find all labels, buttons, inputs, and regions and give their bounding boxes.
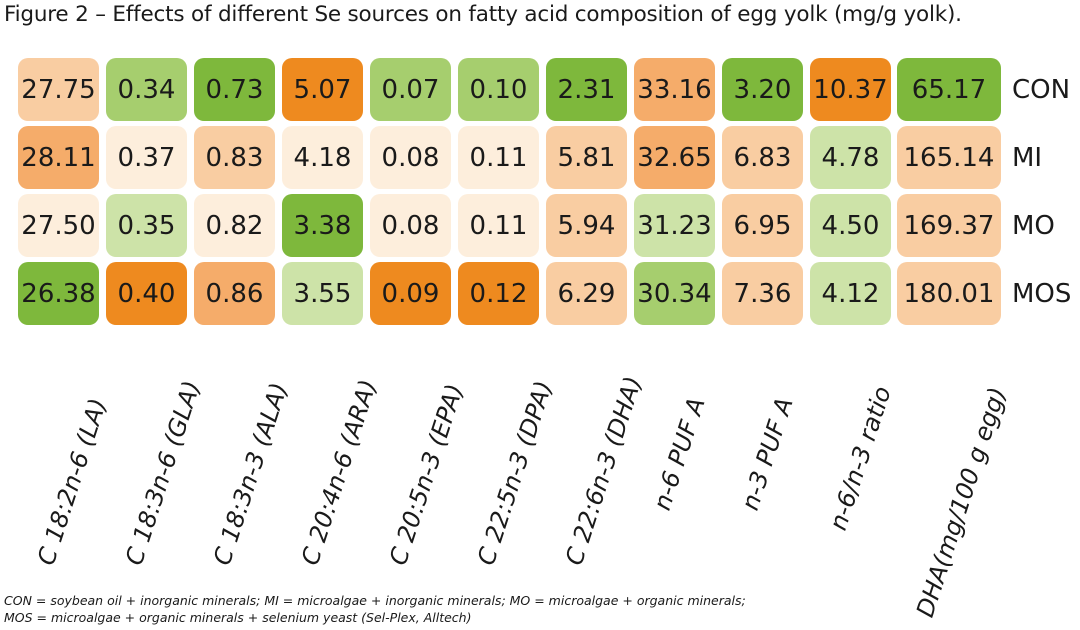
column-label: n-6 PUF A [648, 394, 711, 514]
heatmap-cell: 32.65 [634, 126, 715, 189]
heatmap-cell: 30.34 [634, 262, 715, 325]
row-label: MO [1012, 210, 1055, 241]
heatmap-cell: 6.95 [722, 194, 803, 257]
heatmap-cell: 0.11 [458, 194, 539, 257]
heatmap-cell: 5.81 [546, 126, 627, 189]
heatmap-cell: 26.38 [18, 262, 99, 325]
heatmap-cell: 0.10 [458, 58, 539, 121]
heatmap-cell: 31.23 [634, 194, 715, 257]
column-label: DHA(mg/100 g egg) [911, 383, 1012, 621]
heatmap-cell: 0.07 [370, 58, 451, 121]
column-label: C 22:5n-3 (DPA) [472, 377, 558, 569]
row-label: MOS [1012, 278, 1072, 309]
heatmap-cell: 10.37 [810, 58, 891, 121]
row-label: CON [1012, 74, 1071, 105]
heatmap-cell: 180.01 [897, 262, 1001, 325]
heatmap-cell: 0.73 [194, 58, 275, 121]
column-label: n-3 PUF A [736, 394, 799, 514]
heatmap-cell: 3.55 [282, 262, 363, 325]
heatmap-cell: 2.31 [546, 58, 627, 121]
heatmap-cell: 7.36 [722, 262, 803, 325]
heatmap-cell: 6.83 [722, 126, 803, 189]
heatmap-cell: 6.29 [546, 262, 627, 325]
heatmap-cell: 3.38 [282, 194, 363, 257]
heatmap-cell: 4.18 [282, 126, 363, 189]
footnote-line-2: MOS = microalgae + organic minerals + se… [4, 610, 472, 625]
footnote-line-1: CON = soybean oil + inorganic minerals; … [4, 593, 746, 608]
heatmap-cell: 0.40 [106, 262, 187, 325]
heatmap-cell: 0.09 [370, 262, 451, 325]
heatmap-cell: 5.07 [282, 58, 363, 121]
heatmap-cell: 0.08 [370, 126, 451, 189]
column-label: n-6/n-3 ratio [824, 382, 897, 534]
heatmap-cell: 5.94 [546, 194, 627, 257]
heatmap-cell: 4.78 [810, 126, 891, 189]
heatmap-cell: 33.16 [634, 58, 715, 121]
heatmap-cell: 169.37 [897, 194, 1001, 257]
column-label: C 20:5n-3 (EPA) [384, 380, 469, 569]
heatmap-cell: 28.11 [18, 126, 99, 189]
heatmap-cell: 0.12 [458, 262, 539, 325]
heatmap-cell: 65.17 [897, 58, 1001, 121]
footnote: CON = soybean oil + inorganic minerals; … [4, 592, 746, 626]
column-label: C 20:4n-6 (ARA) [296, 376, 383, 569]
heatmap-cell: 0.37 [106, 126, 187, 189]
heatmap-cell: 0.34 [106, 58, 187, 121]
heatmap-cell: 0.11 [458, 126, 539, 189]
column-label: C 18:2n-6 (LA) [32, 394, 113, 569]
heatmap-cell: 165.14 [897, 126, 1001, 189]
row-label: MI [1012, 142, 1043, 173]
heatmap-cell: 4.12 [810, 262, 891, 325]
heatmap-cell: 4.50 [810, 194, 891, 257]
heatmap-cell: 0.82 [194, 194, 275, 257]
heatmap-cell: 0.83 [194, 126, 275, 189]
chart-title: Figure 2 – Effects of different Se sourc… [4, 2, 962, 27]
heatmap-cell: 27.75 [18, 58, 99, 121]
column-label: C 18:3n-3 (ALA) [208, 379, 294, 569]
heatmap-cell: 27.50 [18, 194, 99, 257]
heatmap-cell: 0.35 [106, 194, 187, 257]
column-label: C 18:3n-6 (GLA) [120, 377, 207, 569]
heatmap-cell: 0.86 [194, 262, 275, 325]
heatmap-cell: 0.08 [370, 194, 451, 257]
heatmap-cell: 3.20 [722, 58, 803, 121]
column-label: C 22:6n-3 (DHA) [560, 372, 648, 569]
